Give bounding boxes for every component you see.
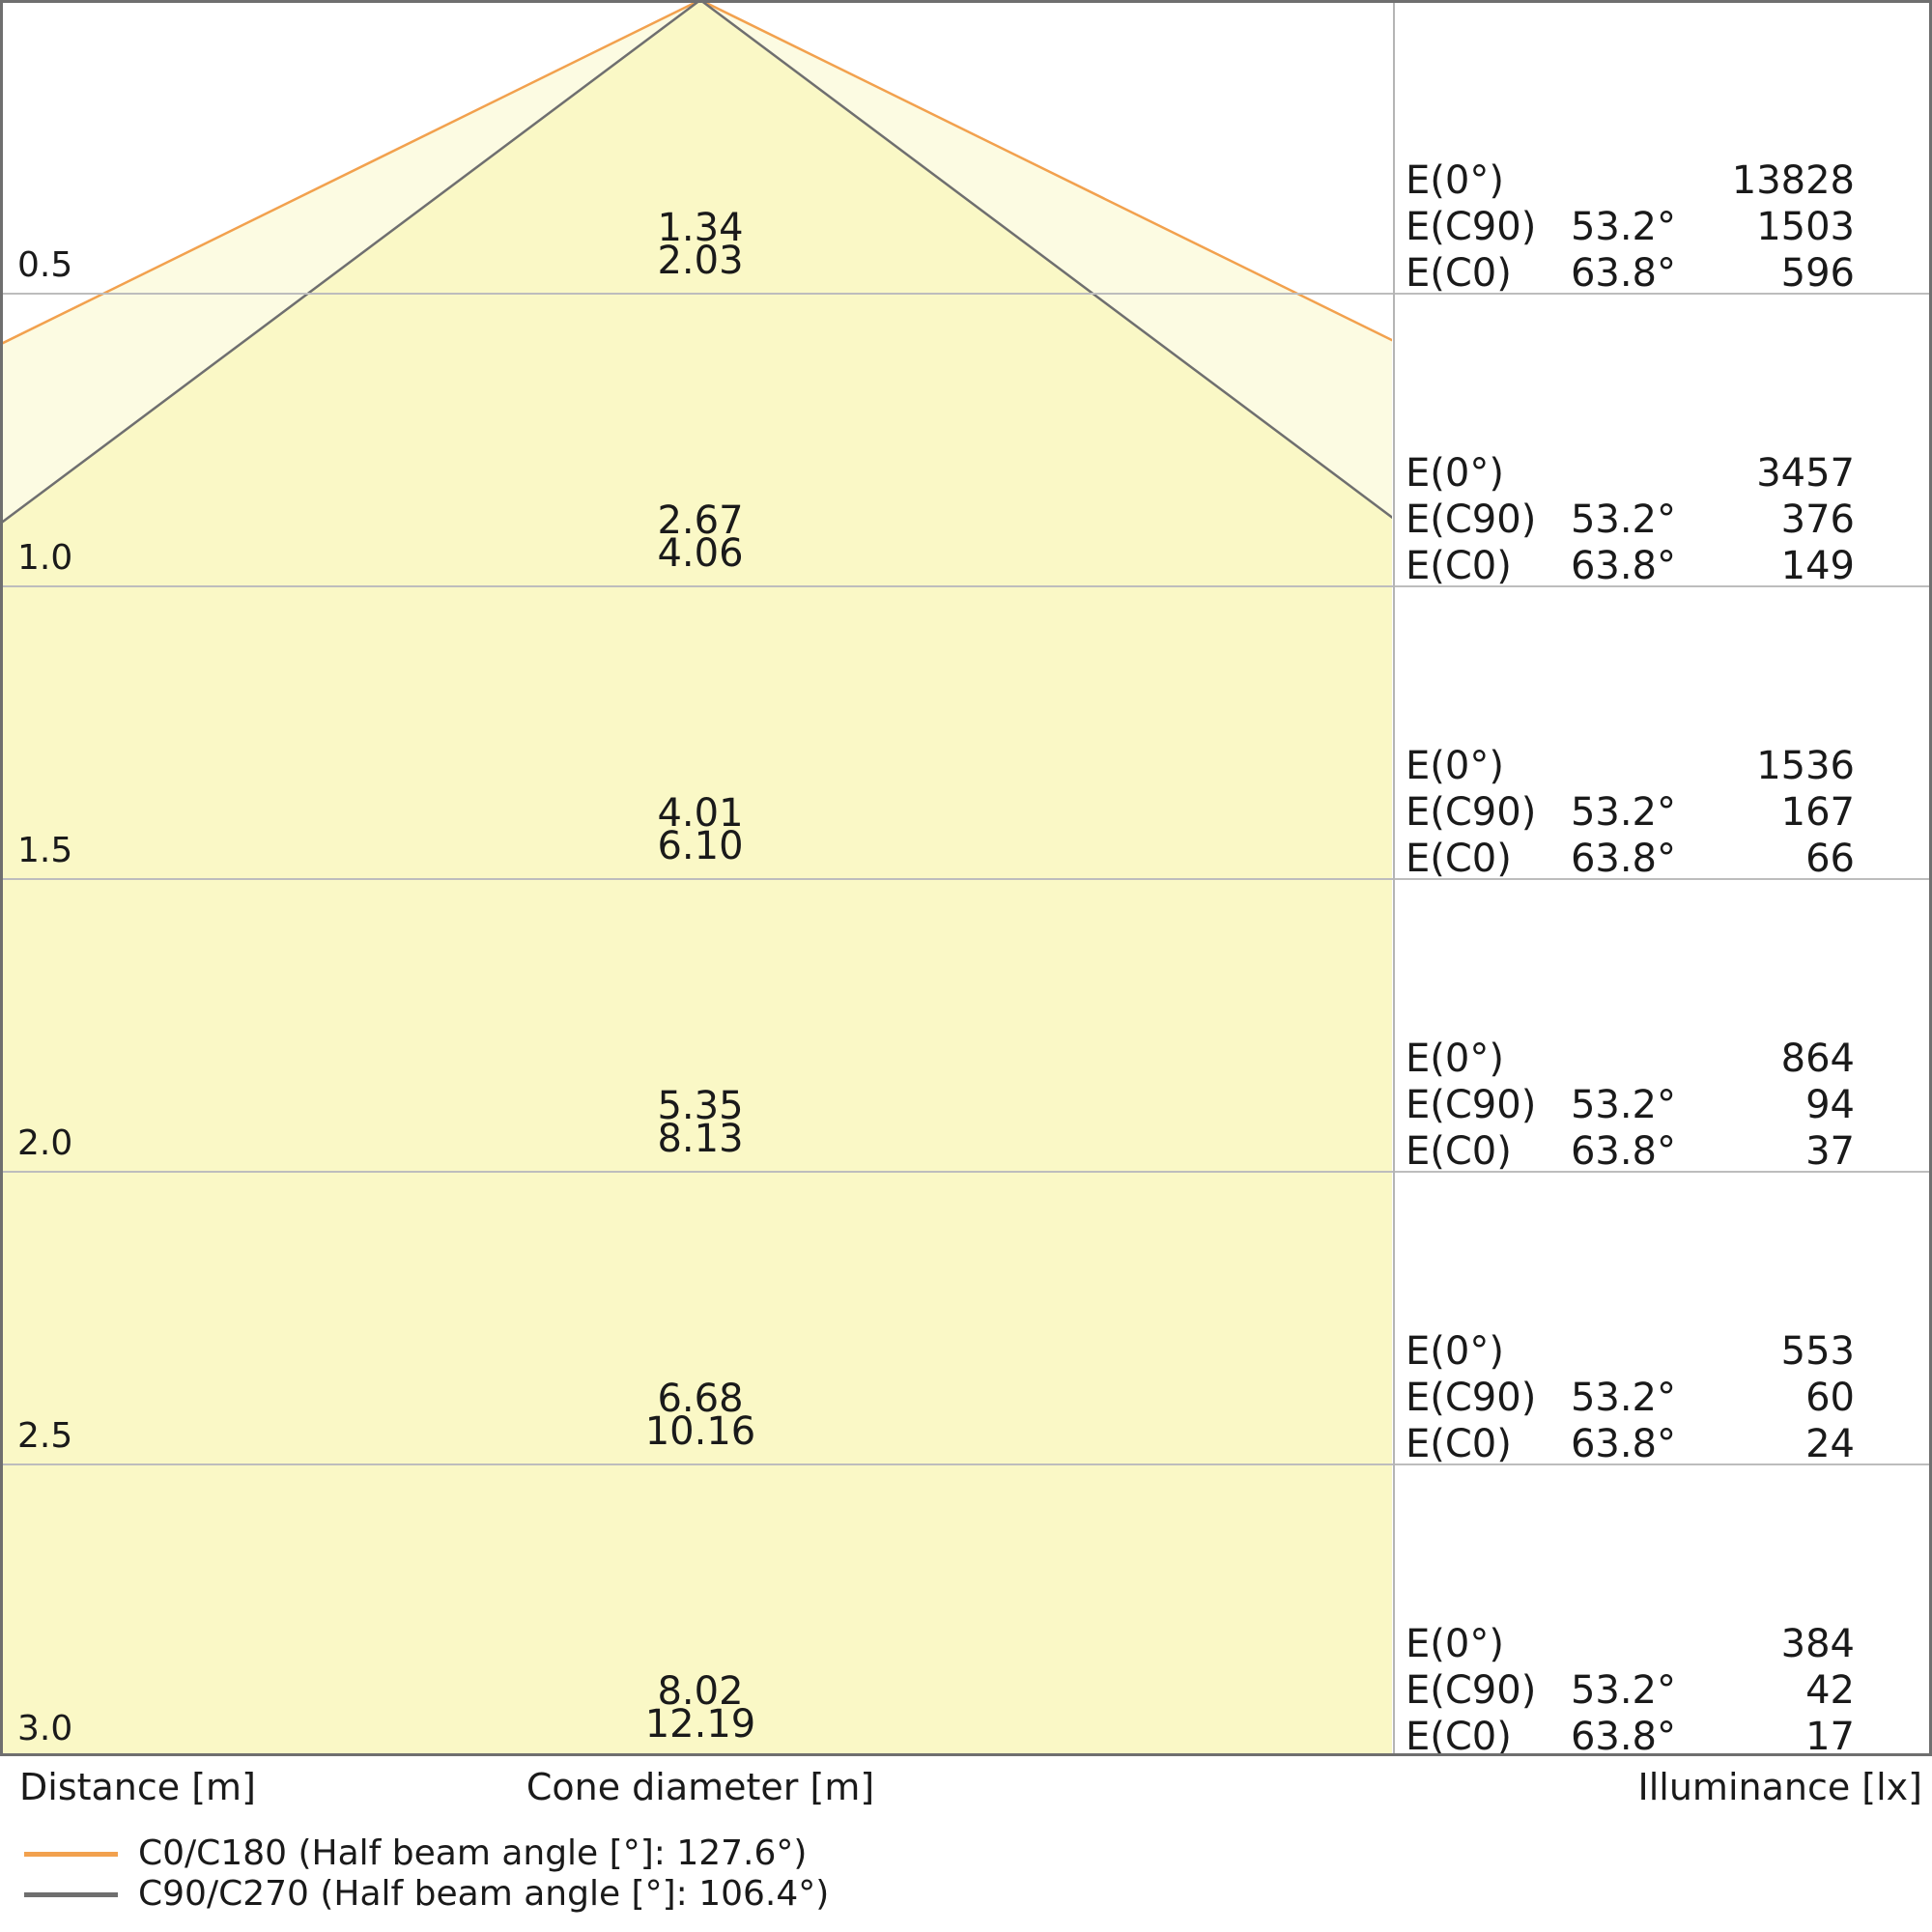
illuminance-table: E(0°) 864 E(C90) 53.2° 94 E(C0) 63.8° 37: [1406, 1036, 1855, 1175]
cone-diameter-values: 1.34 2.03: [459, 206, 942, 283]
ec0-angle: 63.8°: [1570, 251, 1676, 296]
e0-label: E(0°): [1406, 451, 1504, 496]
distance-label: 3.0: [17, 1709, 73, 1748]
e0-value: 864: [1780, 1037, 1855, 1081]
legend-item-c90-c270: C90/C270 (Half beam angle [°]: 106.4°): [24, 1874, 829, 1915]
ec0-value: 24: [1805, 1422, 1855, 1466]
e0-label: E(0°): [1406, 1037, 1504, 1081]
ec90-label: E(C90): [1406, 1376, 1537, 1420]
legend-label-c0: C0/C180 (Half beam angle [°]: 127.6°): [138, 1833, 808, 1873]
ec0-angle: 63.8°: [1570, 1129, 1676, 1174]
gridline-2-5m: [0, 1463, 1932, 1465]
c90-cone-diameter-value: 5.35: [657, 1084, 744, 1128]
ec0-value: 149: [1780, 544, 1855, 588]
ec90-angle: 53.2°: [1570, 1376, 1676, 1420]
ec0-angle: 63.8°: [1570, 544, 1676, 588]
e0-label: E(0°): [1406, 744, 1504, 788]
ec0-value: 17: [1805, 1715, 1855, 1759]
column-divider: [1393, 0, 1395, 1756]
ec0-label: E(C0): [1406, 544, 1512, 588]
c90-cone-diameter-value: 6.68: [657, 1377, 744, 1421]
gridline-2-0m: [0, 1171, 1932, 1173]
ec90-angle: 53.2°: [1570, 1083, 1676, 1127]
c0-line-swatch: [24, 1851, 118, 1857]
c0-cone-diameter-value: 12.19: [644, 1702, 756, 1747]
gridline-1-0m: [0, 585, 1932, 587]
distance-label: 2.0: [17, 1123, 73, 1163]
c0-cone-diameter-value: 2.03: [657, 239, 744, 283]
cone-diameter-values: 2.67 4.06: [459, 498, 942, 576]
ec0-angle: 63.8°: [1570, 1715, 1676, 1759]
ec90-value: 167: [1780, 790, 1855, 835]
ec0-label: E(C0): [1406, 251, 1512, 296]
ec90-label: E(C90): [1406, 1083, 1537, 1127]
ec90-label: E(C90): [1406, 1668, 1537, 1713]
legend-label-c90: C90/C270 (Half beam angle [°]: 106.4°): [138, 1874, 830, 1914]
legend-item-c0-c180: C0/C180 (Half beam angle [°]: 127.6°): [24, 1833, 807, 1874]
ec90-label: E(C90): [1406, 205, 1537, 249]
e0-value: 384: [1780, 1622, 1855, 1666]
ec0-label: E(C0): [1406, 1715, 1512, 1759]
ec0-label: E(C0): [1406, 837, 1512, 881]
e0-value: 3457: [1756, 451, 1855, 496]
illuminance-table: E(0°) 3457 E(C90) 53.2° 376 E(C0) 63.8° …: [1406, 450, 1855, 589]
ec90-value: 1503: [1756, 205, 1855, 249]
cone-diameter-values: 8.02 12.19: [459, 1669, 942, 1747]
ec0-value: 596: [1780, 251, 1855, 296]
c90-cone-diameter-value: 2.67: [657, 498, 744, 543]
ec0-label: E(C0): [1406, 1129, 1512, 1174]
ec90-value: 376: [1780, 497, 1855, 542]
illuminance-axis-label: Illuminance [lx]: [1637, 1766, 1922, 1808]
illuminance-table: E(0°) 384 E(C90) 53.2° 42 E(C0) 63.8° 17: [1406, 1621, 1855, 1760]
c90-beam-polygon: [0, 0, 1392, 1753]
e0-label: E(0°): [1406, 158, 1504, 203]
c90-line-swatch: [24, 1891, 118, 1897]
e0-label: E(0°): [1406, 1329, 1504, 1374]
ec90-angle: 53.2°: [1570, 790, 1676, 835]
cone-diameter-axis-label: Cone diameter [m]: [526, 1766, 875, 1808]
cone-diameter-values: 4.01 6.10: [459, 791, 942, 868]
gridline-1-5m: [0, 878, 1932, 880]
illuminance-table: E(0°) 13828 E(C90) 53.2° 1503 E(C0) 63.8…: [1406, 157, 1855, 297]
ec90-label: E(C90): [1406, 790, 1537, 835]
ec90-angle: 53.2°: [1570, 1668, 1676, 1713]
c90-cone-diameter-value: 8.02: [657, 1669, 744, 1714]
cone-diameter-values: 5.35 8.13: [459, 1084, 942, 1161]
e0-value: 1536: [1756, 744, 1855, 788]
ec0-angle: 63.8°: [1570, 1422, 1676, 1466]
c0-cone-diameter-value: 10.16: [644, 1409, 756, 1454]
e0-label: E(0°): [1406, 1622, 1504, 1666]
c0-cone-diameter-value: 8.13: [657, 1117, 744, 1161]
ec0-angle: 63.8°: [1570, 837, 1676, 881]
e0-value: 13828: [1731, 158, 1855, 203]
ec0-label: E(C0): [1406, 1422, 1512, 1466]
c0-cone-diameter-value: 4.06: [657, 531, 744, 576]
distance-label: 2.5: [17, 1416, 73, 1456]
ec90-label: E(C90): [1406, 497, 1537, 542]
distance-label: 1.0: [17, 538, 73, 578]
ec90-angle: 53.2°: [1570, 497, 1676, 542]
distance-label: 0.5: [17, 245, 73, 285]
gridline-0-5m: [0, 293, 1932, 295]
cone-diagram-svg: [0, 0, 1392, 1753]
distance-axis-label: Distance [m]: [19, 1766, 256, 1808]
ec90-value: 94: [1805, 1083, 1855, 1127]
ec0-value: 37: [1805, 1129, 1855, 1174]
c0-cone-diameter-value: 6.10: [657, 824, 744, 868]
distance-label: 1.5: [17, 831, 73, 870]
ec0-value: 66: [1805, 837, 1855, 881]
cone-diameter-values: 6.68 10.16: [459, 1377, 942, 1454]
ec90-value: 42: [1805, 1668, 1855, 1713]
illuminance-table: E(0°) 1536 E(C90) 53.2° 167 E(C0) 63.8° …: [1406, 743, 1855, 882]
ec90-value: 60: [1805, 1376, 1855, 1420]
illuminance-table: E(0°) 553 E(C90) 53.2° 60 E(C0) 63.8° 24: [1406, 1328, 1855, 1467]
ec90-angle: 53.2°: [1570, 205, 1676, 249]
c90-cone-diameter-value: 1.34: [657, 206, 744, 250]
e0-value: 553: [1780, 1329, 1855, 1374]
c90-cone-diameter-value: 4.01: [657, 791, 744, 836]
